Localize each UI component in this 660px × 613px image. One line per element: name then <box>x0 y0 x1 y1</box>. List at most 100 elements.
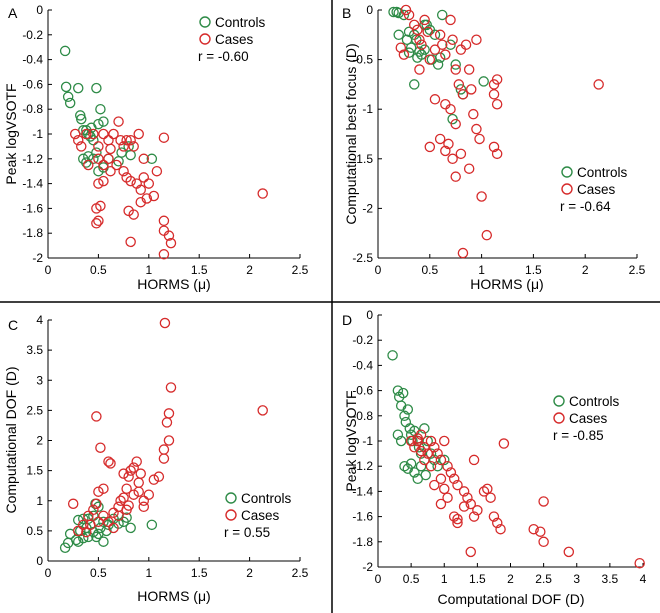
panel-b-cases-point <box>457 247 469 259</box>
panel-d-x-tick-label: 0 <box>375 572 382 586</box>
panel-a-cases-point <box>115 134 126 146</box>
panel-d-cases-point <box>478 486 490 497</box>
panel-c-controls-point <box>125 522 136 534</box>
panel-d-letter: D <box>342 312 352 328</box>
panel-b-cases-point <box>488 89 500 100</box>
panel-b-cases-point <box>395 42 407 53</box>
panel-d-cases-point <box>468 454 480 466</box>
panel-a-controls-point <box>64 97 76 109</box>
panel-a-x-tick-label: 2 <box>246 263 253 277</box>
panel-a-y-tick-label: -2 <box>32 251 43 265</box>
panel-d-controls-point <box>397 387 409 399</box>
panel-b-cases-point <box>491 74 503 85</box>
panel-b-cases-point <box>443 138 454 150</box>
panel-b-cases-point <box>436 39 448 50</box>
panel-d-controls-point <box>409 467 420 478</box>
panel-a-controls-point <box>98 116 109 127</box>
panel-d-series-cases <box>405 429 645 569</box>
panel-c-y-tick-label: 3.5 <box>26 343 43 357</box>
panel-c-cases-point <box>81 526 92 538</box>
panel-d-y-tick-label: -0.4 <box>352 358 373 372</box>
panel-c-x-tick-label: 1 <box>145 566 152 580</box>
panel-d-y-tick-label: -0.8 <box>352 409 373 423</box>
panel-a-y-tick-label: -1.8 <box>22 226 43 240</box>
panel-a-cases-point <box>111 159 122 171</box>
panel-b-cases-point <box>440 98 451 110</box>
panel-a-controls-point <box>88 134 99 146</box>
panel-c-cases-point <box>115 495 126 506</box>
panel-b-y-tick-label: 0 <box>366 3 373 17</box>
panel-b-x-tick-label: 1.5 <box>525 263 542 277</box>
panel-d-cases-point <box>452 517 463 529</box>
panel-c-x-tick-label: 2 <box>246 566 253 580</box>
panel-a-cases-point <box>88 128 99 140</box>
panel-d-cases-point <box>482 483 493 495</box>
panel-b-cases-point <box>440 49 451 60</box>
panel-a-y-tick-label: -0.2 <box>22 28 43 42</box>
panel-b-cases-point <box>403 9 415 21</box>
panel-c-correlation: r = 0.55 <box>224 525 270 540</box>
panel-d-cases-point <box>438 435 450 447</box>
panel-c-y-tick-label: 0.5 <box>26 524 43 538</box>
panel-c-y-tick-label: 3 <box>36 373 43 387</box>
panel-a-cases-point <box>158 215 170 227</box>
panel-d-cases-point <box>538 496 549 507</box>
panel-d-controls-point <box>432 460 443 472</box>
panel-d: 0 0.5 1 1.5 2 2.5 3 3.5 4 -2 -1.8 -1.6 -1.4 -1.2 -1 -0.… <box>342 308 647 607</box>
panel-b-series-controls <box>388 6 489 125</box>
panel-c-cases-point <box>125 465 136 476</box>
panel-c-cases-point <box>93 486 104 497</box>
panel-d-controls-point <box>402 404 414 415</box>
panel-c-y-tick-label: 2 <box>36 434 43 448</box>
panel-a-cases-point <box>83 159 94 171</box>
panel-d-cases-point <box>468 511 480 522</box>
panel-d-controls-point <box>392 429 404 440</box>
panel-a-cases-point <box>81 128 92 140</box>
panel-b-x-axis-label: HORMS (μ) <box>470 276 543 292</box>
panel-c-cases-point <box>123 500 134 511</box>
panel-d-cases-point <box>432 448 443 459</box>
panel-d-cases-point <box>445 467 457 478</box>
panel-d-y-tick-label: -1.4 <box>352 484 373 498</box>
panel-d-cases-point <box>412 433 423 444</box>
panel-c-controls-point <box>91 531 102 543</box>
panel-d-y-axis-label: Peak logVSOTF <box>343 390 359 491</box>
panel-a-cases-point <box>98 128 109 140</box>
panel-d-y-tick-label: -1.8 <box>352 535 373 549</box>
panel-b-cases-point <box>491 148 503 160</box>
panel-b-cases-point <box>474 133 485 145</box>
panel-c-cases-point <box>158 444 170 455</box>
panel-a-legend-marker-controls <box>199 16 211 28</box>
panel-b-cases-point <box>491 98 503 110</box>
panel-b-cases-point <box>465 84 477 95</box>
panel-c-x-tick-label: 2.5 <box>292 566 309 580</box>
panel-c-series-cases <box>67 317 268 538</box>
panel-d-cases-point <box>535 526 546 537</box>
panel-a-cases-point <box>148 190 160 202</box>
panel-d-cases-point <box>415 445 427 457</box>
panel-d-controls-point <box>387 350 398 361</box>
panel-c-cases-point <box>143 489 155 500</box>
panel-a-cases-point <box>118 165 129 177</box>
panel-d-cases-point <box>415 429 427 440</box>
panel-d-cases-point <box>485 492 496 503</box>
panel-a-cases-point <box>76 141 87 152</box>
panel-b-y-axis-label: Computational best focus (D) <box>343 43 359 224</box>
panel-c-controls-point <box>78 532 89 544</box>
panel-b-controls-point <box>478 76 489 87</box>
panel-c-x-axis-label: HORMS (μ) <box>137 588 210 604</box>
panel-b-cases-point <box>463 163 475 174</box>
panel-b: 0 0.5 1 1.5 2 2.5 -2.5 -2 -1.5 -1 -0.5 0 HORMS (μ) Co… <box>342 3 646 292</box>
panel-b-cases-point <box>424 141 436 153</box>
panel-d-y-tick-label: -0.6 <box>352 384 373 398</box>
panel-c-controls-point <box>98 536 109 547</box>
panel-a-cases-point <box>143 178 155 189</box>
panel-b-cases-point <box>414 64 425 75</box>
panel-b-cases-point <box>450 64 461 75</box>
panel-d-y-tick-label: 0 <box>366 308 373 322</box>
panel-a-x-tick-label: 0 <box>45 263 52 277</box>
panel-d-cases-point <box>488 511 500 522</box>
panel-b-cases-point <box>481 229 493 241</box>
panel-c-cases-point <box>123 471 134 482</box>
panel-c-series-controls <box>59 498 158 553</box>
